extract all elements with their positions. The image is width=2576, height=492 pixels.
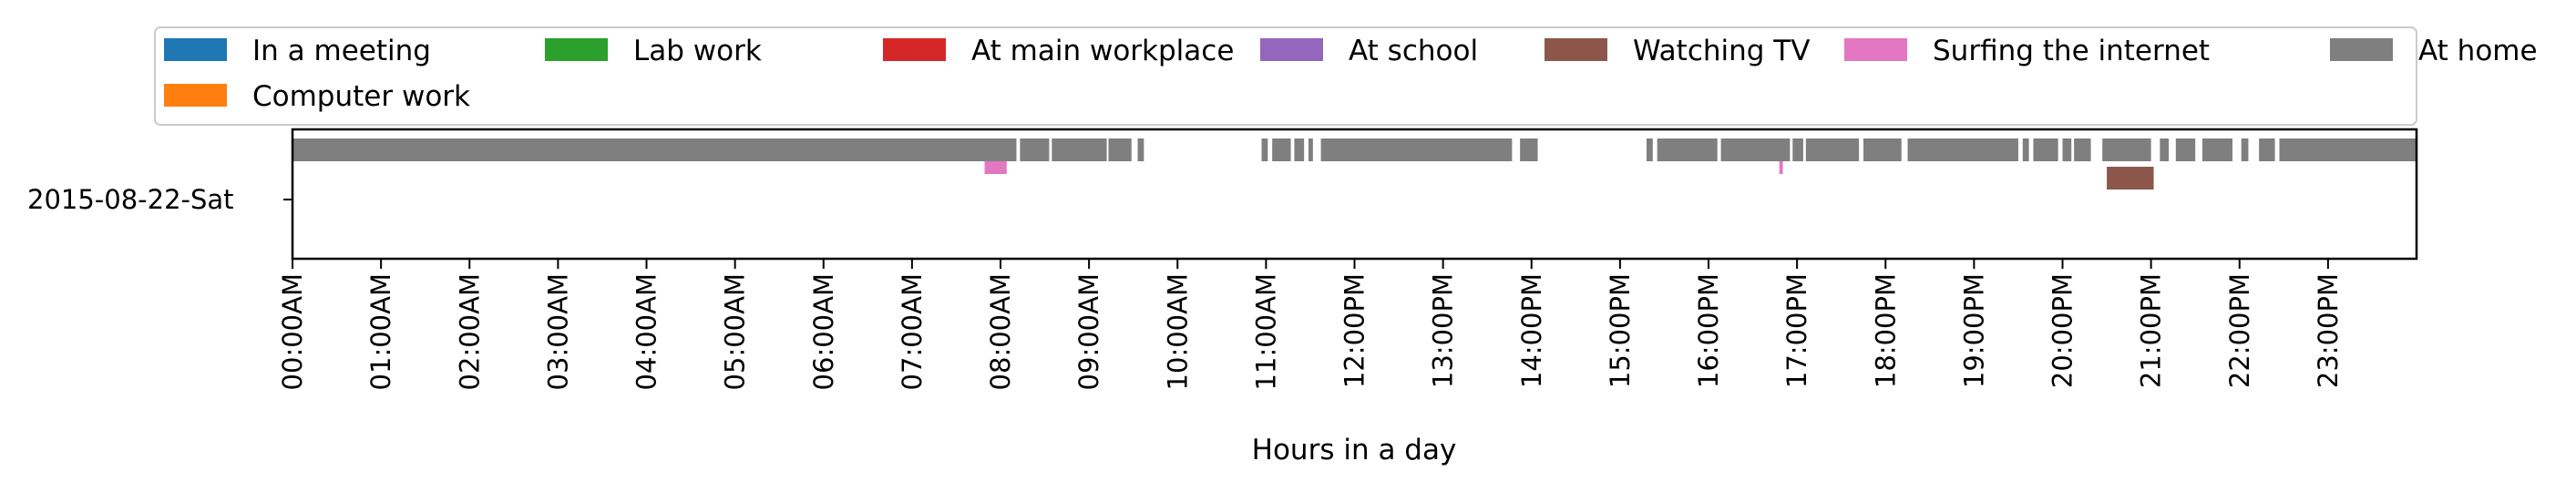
activity-bar <box>1308 138 1313 161</box>
x-tick-label: 10:00AM <box>1162 273 1193 390</box>
x-tick-label: 04:00AM <box>631 273 662 390</box>
activity-bar <box>1720 138 1791 161</box>
y-tick-label: 2015-08-22-Sat <box>27 184 234 215</box>
legend-label: Watching TV <box>1633 35 1810 67</box>
activity-bar <box>2241 138 2249 161</box>
activity-bar <box>2107 167 2154 190</box>
activity-bar <box>1137 138 1144 161</box>
legend-label: Surfing the internet <box>1933 35 2210 67</box>
legend-swatch <box>164 84 227 107</box>
activity-bar <box>1805 138 1860 161</box>
x-tick-label: 12:00PM <box>1339 273 1370 388</box>
x-tick-label: 21:00PM <box>2136 273 2167 388</box>
activity-bars <box>292 138 2417 190</box>
activity-bar <box>1108 138 1132 161</box>
activity-bar <box>2062 138 2072 161</box>
x-axis-title: Hours in a day <box>1252 434 1457 466</box>
x-tick-label: 16:00PM <box>1693 273 1724 388</box>
activity-bar <box>1647 138 1653 161</box>
activity-bar <box>1657 138 1718 161</box>
activity-bar <box>1863 138 1902 161</box>
x-tick-label: 08:00AM <box>985 273 1016 390</box>
activity-bar <box>1020 138 1050 161</box>
x-tick-label: 15:00PM <box>1605 273 1636 388</box>
legend-swatch <box>1545 38 1607 61</box>
x-tick-label: 09:00AM <box>1073 273 1104 390</box>
x-tick-label: 11:00AM <box>1250 273 1281 390</box>
x-tick-label: 06:00AM <box>808 273 839 390</box>
activity-bar <box>292 138 1017 161</box>
x-tick-label: 18:00PM <box>1870 273 1901 388</box>
legend-label: Computer work <box>252 80 470 113</box>
x-tick-label: 00:00AM <box>277 273 308 390</box>
activity-bar <box>2279 138 2417 161</box>
legend-label: At main workplace <box>971 35 1234 67</box>
activity-bar <box>2160 138 2170 161</box>
activity-bar <box>2022 138 2029 161</box>
x-tick-label: 17:00PM <box>1781 273 1812 388</box>
legend-label: At home <box>2418 35 2538 67</box>
activity-bar <box>2033 138 2058 161</box>
x-tick-label: 13:00PM <box>1428 273 1459 388</box>
x-tick-label: 02:00AM <box>454 273 485 390</box>
legend-swatch <box>883 38 946 61</box>
activity-bar <box>1792 138 1803 161</box>
x-tick-label: 14:00PM <box>1516 273 1547 388</box>
legend-label: At school <box>1349 35 1478 67</box>
activity-bar <box>1779 161 1783 174</box>
legend-swatch <box>545 38 608 61</box>
activity-bar <box>2102 138 2151 161</box>
x-tick-label: 22:00PM <box>2224 273 2255 388</box>
x-tick-label: 19:00PM <box>1958 273 1989 388</box>
activity-bar <box>2074 138 2091 161</box>
activity-bar <box>1294 138 1305 161</box>
activity-bar <box>1320 138 1513 161</box>
legend-label: In a meeting <box>252 35 431 67</box>
activity-bar <box>1272 138 1291 161</box>
legend-swatch <box>1844 38 1907 61</box>
legend: In a meeting Lab work At main workplace At … <box>154 26 2538 126</box>
activity-bar <box>1907 138 2018 161</box>
x-tick-label: 07:00AM <box>897 273 928 390</box>
activity-bar <box>2175 138 2196 161</box>
activity-bar <box>1052 138 1107 161</box>
x-tick-label: 23:00PM <box>2313 273 2344 388</box>
x-tick-label: 05:00AM <box>720 273 751 390</box>
legend-swatch <box>164 38 227 61</box>
x-tick-label: 20:00PM <box>2047 273 2078 388</box>
activity-bar <box>2259 138 2275 161</box>
x-tick-label: 03:00AM <box>542 273 573 390</box>
legend-swatch <box>1260 38 1323 61</box>
x-axis-ticks: 00:00AM 01:00AM 02:00AM 03:00AM 04:00AM 05:00… <box>277 259 2344 390</box>
activity-bar <box>1261 138 1268 161</box>
activity-bar <box>1520 138 1538 161</box>
activity-bar <box>984 161 1007 174</box>
x-tick-label: 01:00AM <box>365 273 396 390</box>
legend-swatch <box>2330 38 2393 61</box>
activity-bar <box>2201 138 2232 161</box>
legend-label: Lab work <box>633 35 762 67</box>
